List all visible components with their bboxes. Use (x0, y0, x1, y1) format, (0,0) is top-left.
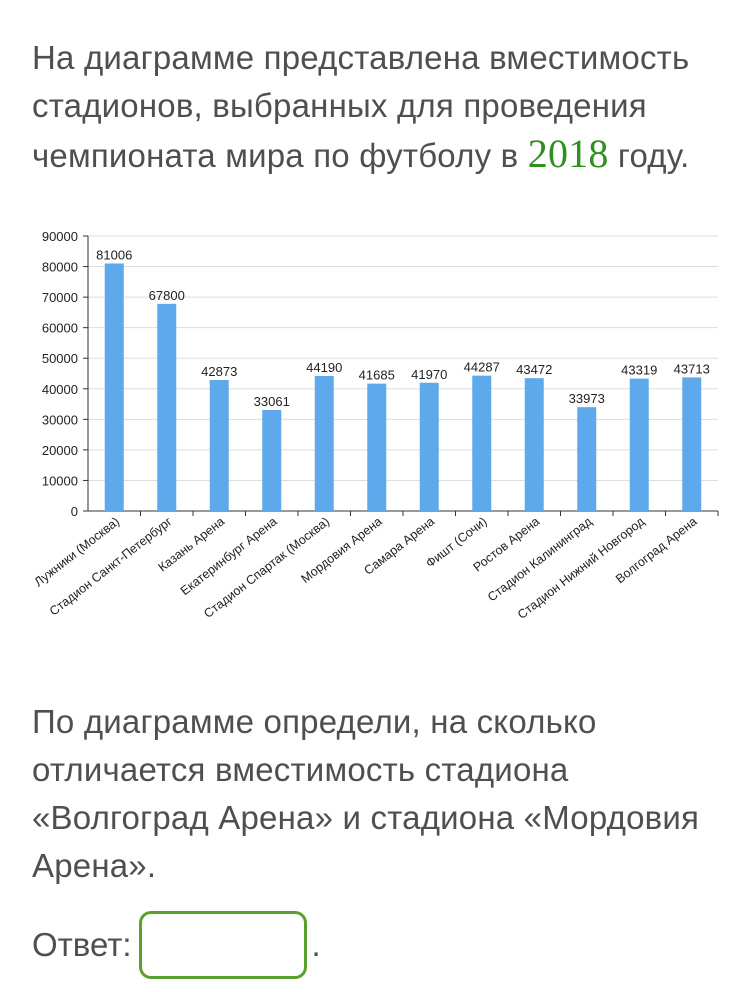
y-tick-label: 10000 (42, 473, 78, 488)
y-tick-label: 50000 (42, 351, 78, 366)
y-tick-label: 80000 (42, 260, 78, 275)
data-label: 33973 (569, 391, 605, 406)
y-tick-label: 0 (71, 504, 78, 519)
answer-label: Ответ: (32, 926, 132, 963)
data-label: 43319 (621, 363, 657, 378)
data-label: 41685 (359, 368, 395, 383)
intro-text: На диаграмме представлена вместимость ст… (32, 34, 732, 180)
bar (314, 375, 334, 511)
x-tick-label: Екатеринбург Арена (178, 514, 280, 598)
bar (367, 383, 387, 511)
x-tick-label: Лужники (Москва) (32, 514, 122, 589)
bar (682, 377, 702, 511)
data-label: 44287 (464, 360, 500, 375)
intro-text-start: На диаграмме представлена вместимость ст… (32, 39, 690, 174)
bar (104, 263, 124, 511)
y-tick-label: 30000 (42, 412, 78, 427)
y-tick-label: 70000 (42, 290, 78, 305)
bar (577, 407, 597, 511)
data-label: 41970 (411, 367, 447, 382)
data-label: 42873 (201, 364, 237, 379)
bar (262, 409, 282, 511)
bar (472, 375, 492, 511)
bar (524, 378, 544, 511)
data-label: 43713 (674, 361, 710, 376)
bar (419, 382, 439, 511)
y-tick-label: 60000 (42, 321, 78, 336)
answer-row: Ответ: . (32, 908, 321, 982)
y-tick-label: 40000 (42, 382, 78, 397)
intro-text-end: году. (608, 137, 690, 174)
y-tick-label: 20000 (42, 443, 78, 458)
y-tick-label: 90000 (42, 229, 78, 244)
year-number: 2018 (527, 131, 609, 176)
answer-input[interactable] (139, 911, 308, 979)
data-label: 43472 (516, 362, 552, 377)
bar (157, 303, 177, 511)
bar (209, 379, 229, 511)
data-label: 44190 (306, 360, 342, 375)
bar (629, 378, 649, 511)
answer-suffix: . (311, 926, 321, 963)
question-text: По диаграмме определи, на сколько отлича… (32, 703, 700, 884)
data-label: 81006 (96, 247, 132, 262)
stadium-capacity-bar-chart: 0 10000 20000 30000 40000 50000 60000 70000 8000… (32, 229, 719, 622)
data-label: 33061 (254, 394, 290, 409)
data-label: 67800 (149, 288, 185, 303)
